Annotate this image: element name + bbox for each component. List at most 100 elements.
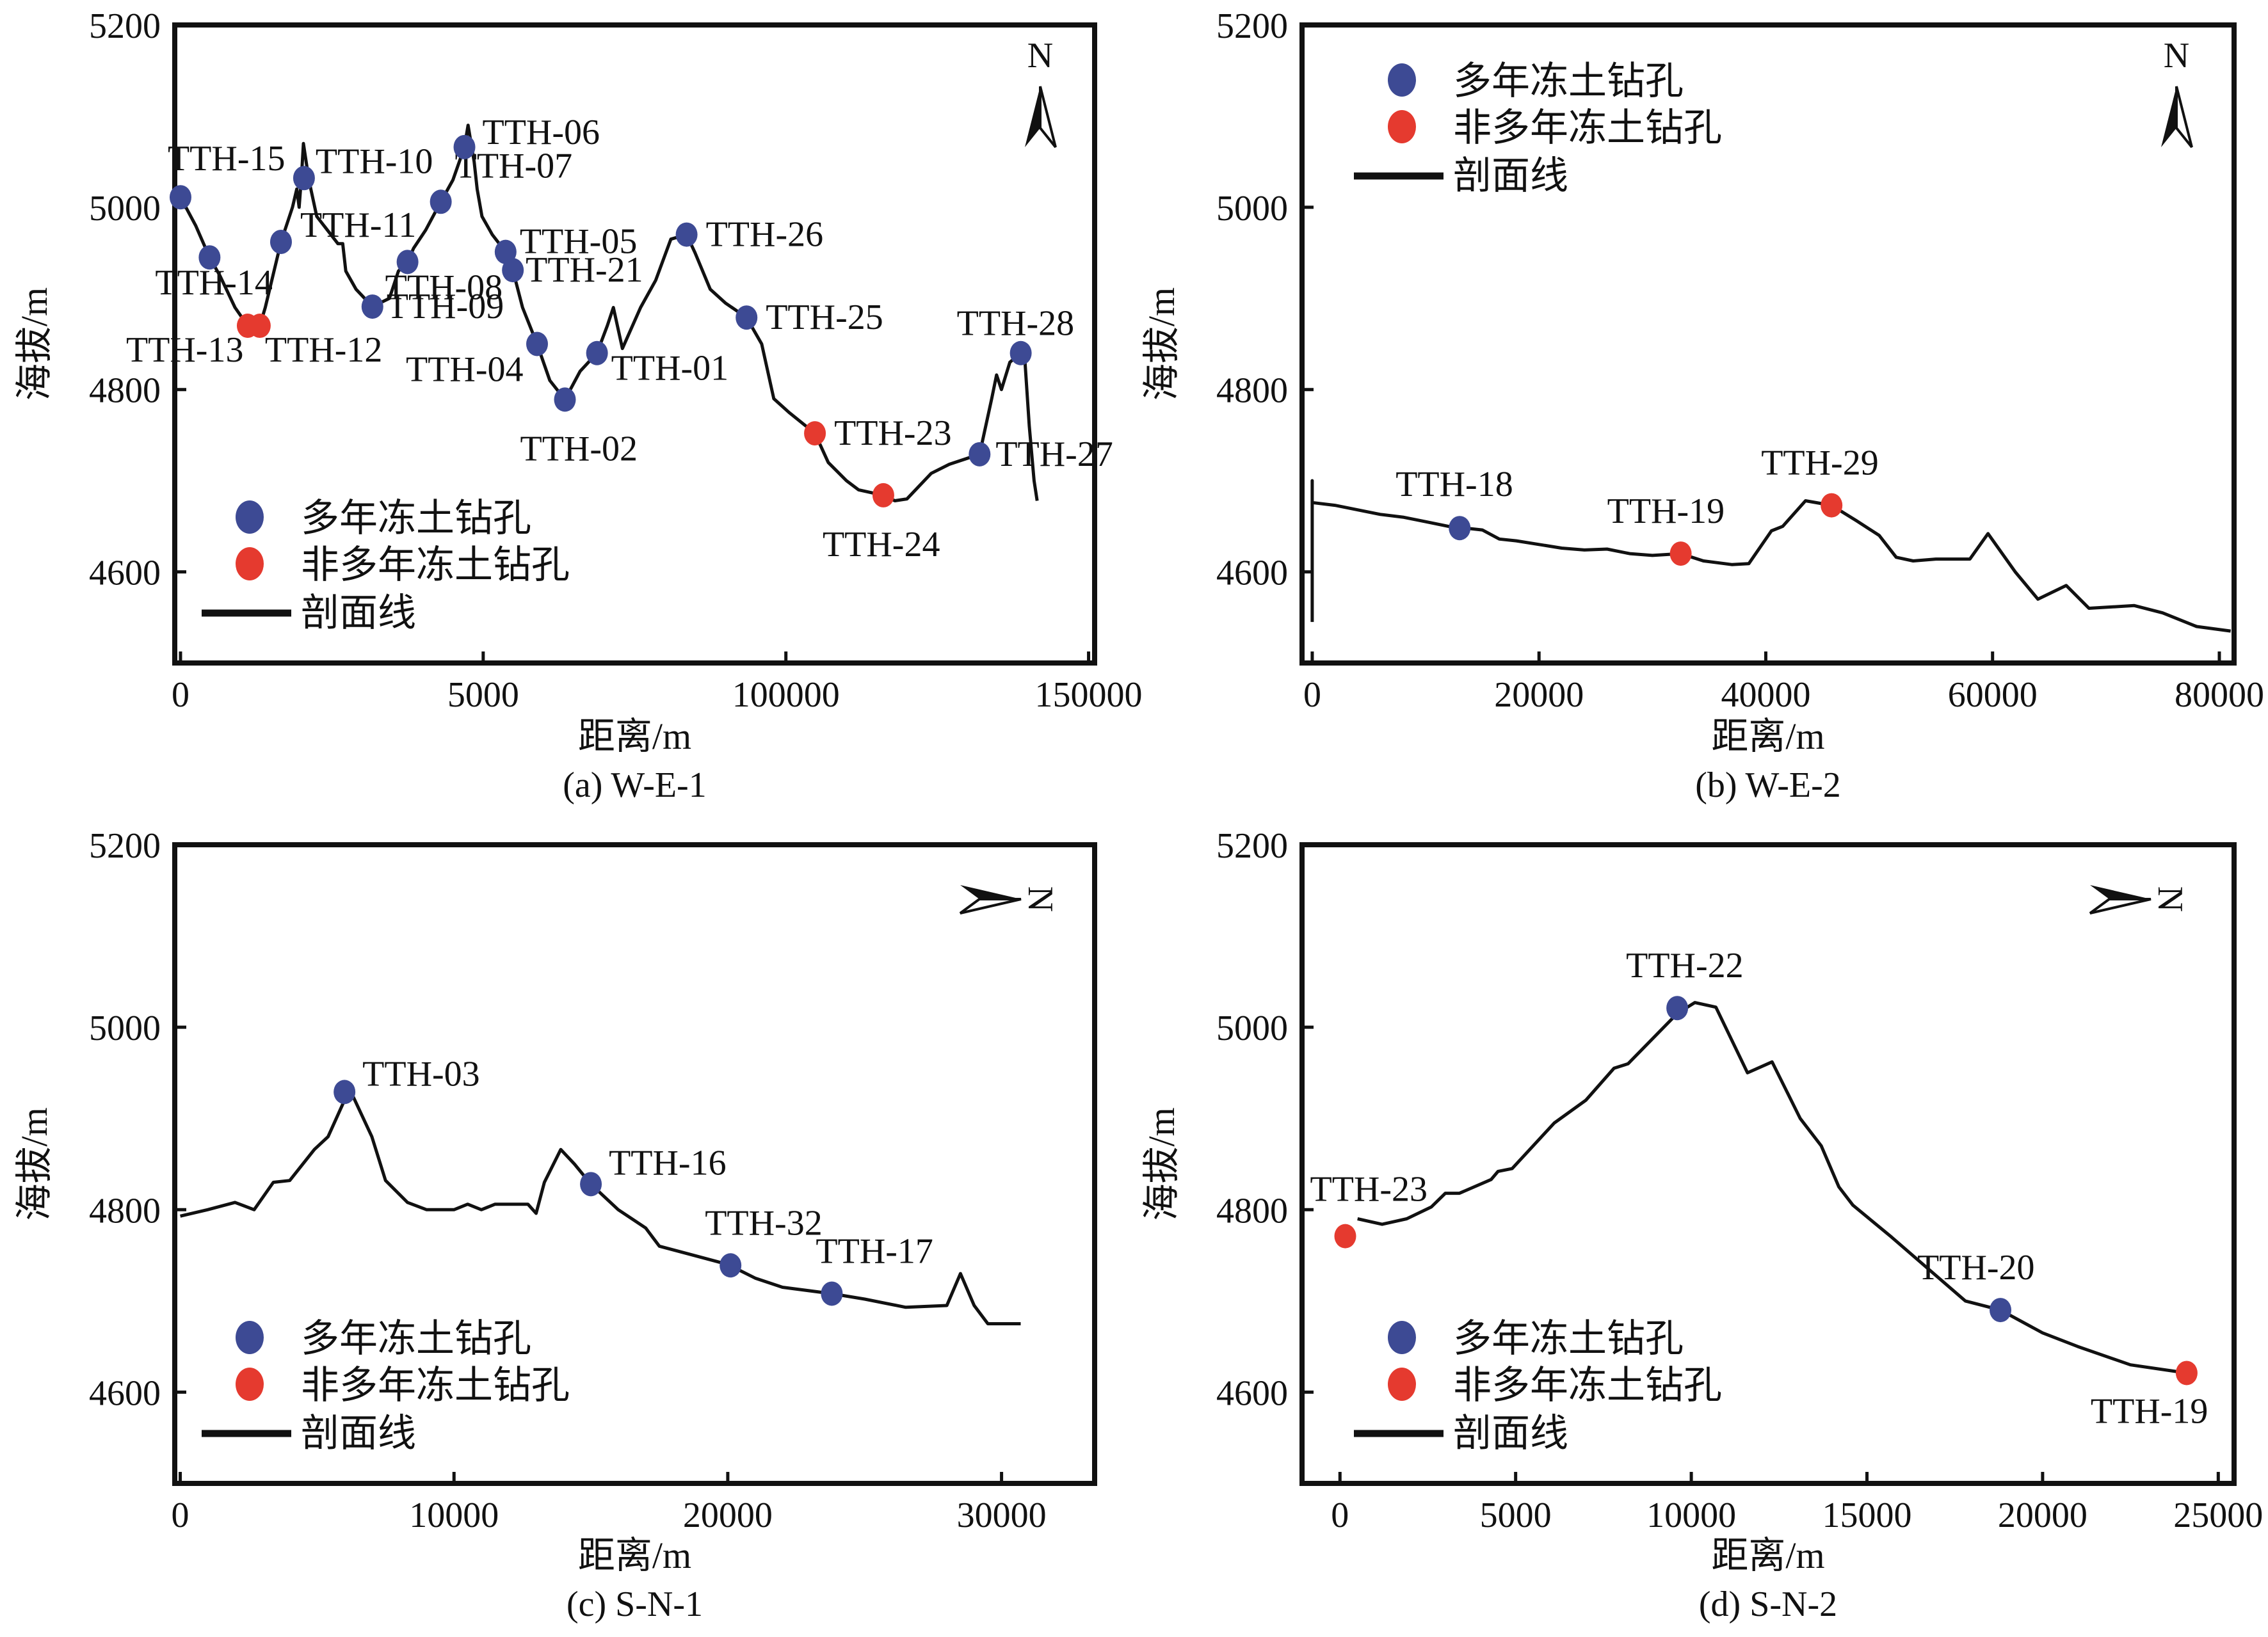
borehole-point-tth-23 xyxy=(1334,1224,1356,1249)
borehole-label: TTH-07 xyxy=(455,146,573,186)
panel-b: 4600 4800 5000 5200 0 20000 40000 60000 80000 距离/… xyxy=(1141,6,2264,805)
x-tick-label: 20000 xyxy=(1998,1496,2087,1535)
borehole-label: TTH-06 xyxy=(483,113,600,152)
x-tick-label: 100000 xyxy=(732,675,840,715)
x-tick-label: 25000 xyxy=(2173,1496,2263,1535)
north-label: N xyxy=(1027,36,1053,76)
x-tick-label: 60000 xyxy=(1948,675,2038,715)
legend-permafrost-label: 多年冻土钻孔 xyxy=(1453,60,1684,102)
panel-a: 4600 4800 5000 5200 0 5000 100000 150000 距离/m 海拔/… xyxy=(13,6,1143,805)
legend-permafrost-marker xyxy=(1388,1321,1416,1354)
borehole-point-tth-18 xyxy=(1449,516,1471,541)
y-tick-label: 4800 xyxy=(89,371,161,411)
panel-caption: (d) S-N-2 xyxy=(1699,1585,1837,1624)
y-tick-label: 4600 xyxy=(1216,554,1288,593)
borehole-point-tth-02 xyxy=(554,387,576,412)
borehole-point-tth-27 xyxy=(969,442,991,467)
x-tick-label: 10000 xyxy=(1646,1496,1736,1535)
north-label: N xyxy=(2164,36,2189,76)
borehole-point-tth-19 xyxy=(1669,541,1692,566)
y-tick-label: 5000 xyxy=(1216,1009,1288,1048)
x-tick-label: 0 xyxy=(172,675,189,715)
y-tick-label: 5000 xyxy=(89,189,161,228)
y-tick-label: 4800 xyxy=(89,1191,161,1231)
north-arrow-icon: N xyxy=(1025,36,1057,148)
x-tick-label: 15000 xyxy=(1822,1496,1911,1535)
y-tick-label: 4800 xyxy=(1216,1191,1288,1231)
borehole-point-tth-25 xyxy=(736,305,758,330)
legend-non-permafrost-label: 非多年冻土钻孔 xyxy=(301,1364,570,1407)
borehole-point-tth-20 xyxy=(1990,1298,2012,1323)
panel-caption: (b) W-E-2 xyxy=(1695,765,1841,805)
y-tick-label: 5200 xyxy=(89,6,161,46)
borehole-point-tth-21 xyxy=(502,258,524,283)
borehole-label: TTH-21 xyxy=(526,250,643,290)
borehole-point-tth-03 xyxy=(334,1080,356,1105)
borehole-label: TTH-19 xyxy=(2091,1391,2208,1431)
legend-permafrost-label: 多年冻土钻孔 xyxy=(301,497,531,539)
borehole-label: TTH-09 xyxy=(387,287,504,326)
legend-permafrost-label: 多年冻土钻孔 xyxy=(301,1318,531,1360)
borehole-point-tth-07 xyxy=(430,189,452,214)
legend-non-permafrost-marker xyxy=(236,547,264,580)
plot-frame xyxy=(172,22,1097,666)
x-tick-label: 0 xyxy=(172,1496,189,1535)
y-tick-label: 5000 xyxy=(1216,189,1288,228)
panel-caption: (c) S-N-1 xyxy=(567,1585,703,1624)
borehole-label: TTH-27 xyxy=(995,435,1113,474)
y-tick-label: 5200 xyxy=(89,826,161,866)
borehole-label: TTH-20 xyxy=(1917,1248,2035,1288)
borehole-label: TTH-12 xyxy=(265,330,383,370)
x-tick-label: 80000 xyxy=(2175,675,2264,715)
borehole-point-tth-24 xyxy=(872,483,894,507)
borehole-label: TTH-16 xyxy=(609,1143,727,1183)
plot-frame xyxy=(1299,22,2237,666)
y-axis-title: 海拔/m xyxy=(13,287,55,401)
x-tick-label: 20000 xyxy=(1494,675,1584,715)
legend-non-permafrost-label: 非多年冻土钻孔 xyxy=(1453,1364,1722,1407)
borehole-label: TTH-26 xyxy=(706,215,824,255)
borehole-point-tth-01 xyxy=(586,340,608,365)
borehole-label: TTH-17 xyxy=(816,1231,933,1271)
north-arrow-icon: N xyxy=(959,885,1060,914)
x-axis-title: 距离/m xyxy=(1711,1535,1824,1576)
legend-non-permafrost-marker xyxy=(236,1368,264,1401)
x-tick-label: 30000 xyxy=(957,1496,1047,1535)
borehole-point-tth-22 xyxy=(1666,996,1689,1021)
borehole-label: TTH-14 xyxy=(155,263,273,303)
y-tick-label: 4600 xyxy=(1216,1373,1288,1413)
x-axis-title: 距离/m xyxy=(578,715,691,757)
legend-permafrost-marker xyxy=(1388,63,1416,97)
legend-permafrost-marker xyxy=(236,500,264,534)
y-tick-label: 4600 xyxy=(89,1373,161,1413)
borehole-point-tth-23 xyxy=(804,421,826,446)
borehole-label: TTH-11 xyxy=(300,205,416,245)
panel-caption: (a) W-E-1 xyxy=(563,765,706,805)
borehole-label: TTH-02 xyxy=(520,429,638,468)
borehole-point-tth-04 xyxy=(526,331,549,356)
borehole-label: TTH-22 xyxy=(1626,946,1744,986)
borehole-label: TTH-25 xyxy=(766,298,883,337)
borehole-label: TTH-04 xyxy=(406,350,524,390)
legend-profile-label: 剖面线 xyxy=(1453,155,1568,197)
x-tick-label: 0 xyxy=(1303,675,1321,715)
borehole-label: TTH-32 xyxy=(705,1203,823,1243)
y-axis-title: 海拔/m xyxy=(1141,1107,1182,1220)
borehole-point-tth-08 xyxy=(396,250,419,275)
borehole-point-tth-32 xyxy=(720,1253,742,1278)
borehole-point-tth-10 xyxy=(293,166,315,191)
borehole-label: TTH-18 xyxy=(1395,465,1513,504)
x-tick-label: 40000 xyxy=(1721,675,1810,715)
borehole-label: TTH-23 xyxy=(1310,1170,1428,1210)
borehole-label: TTH-15 xyxy=(168,139,286,179)
borehole-point-tth-15 xyxy=(169,185,191,210)
borehole-point-tth-28 xyxy=(1009,340,1032,365)
borehole-point-tth-16 xyxy=(580,1172,602,1197)
legend-non-permafrost-label: 非多年冻土钻孔 xyxy=(301,544,570,586)
x-tick-label: 20000 xyxy=(683,1496,773,1535)
y-tick-label: 5200 xyxy=(1216,6,1288,46)
borehole-label: TTH-19 xyxy=(1607,491,1725,531)
